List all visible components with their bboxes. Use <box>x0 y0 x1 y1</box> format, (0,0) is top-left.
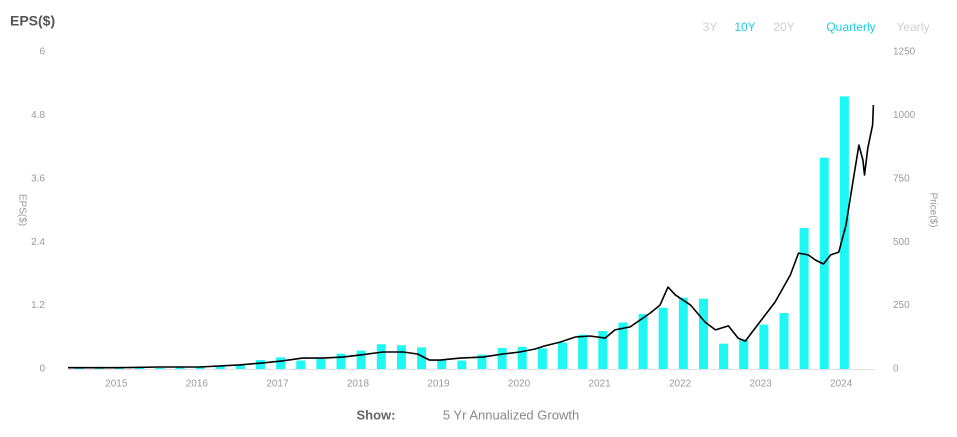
eps-bar <box>618 322 628 369</box>
eps-bar <box>477 354 487 369</box>
eps-bar <box>296 360 306 369</box>
eps-bar <box>135 367 145 369</box>
x-tick-label: 2017 <box>266 379 289 390</box>
y-tick-label: 1.2 <box>31 300 45 311</box>
y-tick-label: 6 <box>39 47 45 58</box>
eps-bar <box>799 227 809 369</box>
y2-tick-label: 500 <box>893 237 910 248</box>
eps-bar <box>598 330 608 369</box>
range-button[interactable]: 20Y <box>773 20 794 34</box>
eps-bar <box>417 347 427 369</box>
x-tick-label: 2023 <box>750 379 773 390</box>
eps-bar <box>497 347 507 369</box>
y2-axis-label: Price($) <box>927 192 938 227</box>
x-tick-label: 2019 <box>427 379 450 390</box>
growth-option[interactable]: 5 Yr Annualized Growth <box>443 407 579 422</box>
x-tick-label: 2018 <box>347 379 370 390</box>
y2-tick-label: 1000 <box>893 110 916 121</box>
eps-bar <box>336 353 346 369</box>
y2-tick-label: 0 <box>893 364 899 375</box>
range-button[interactable]: 10Y <box>734 20 755 34</box>
range-button[interactable]: 3Y <box>703 20 718 34</box>
eps-bar <box>517 346 527 369</box>
eps-bar <box>638 314 648 369</box>
x-tick-label: 2016 <box>186 379 209 390</box>
eps-bar <box>739 339 749 369</box>
x-tick-label: 2020 <box>508 379 531 390</box>
eps-bar <box>537 348 547 369</box>
eps-bar <box>558 342 568 369</box>
eps-bar <box>658 307 668 369</box>
x-tick-label: 2021 <box>588 379 611 390</box>
x-tick-label: 2022 <box>669 379 692 390</box>
eps-bar <box>235 365 245 369</box>
x-tick-label: 2015 <box>105 379 128 390</box>
eps-bar <box>719 343 729 369</box>
y2-tick-label: 750 <box>893 173 910 184</box>
period-button[interactable]: Yearly <box>897 20 930 34</box>
chart-title: EPS($) <box>10 13 55 29</box>
eps-bar <box>195 366 205 369</box>
y2-tick-label: 1250 <box>893 47 916 58</box>
eps-bar <box>356 350 366 369</box>
eps-bar <box>396 345 406 369</box>
eps-bar <box>215 366 225 369</box>
eps-bar <box>155 367 165 369</box>
eps-bar <box>678 297 688 369</box>
eps-bar <box>759 324 769 369</box>
y-tick-label: 3.6 <box>31 173 45 184</box>
x-tick-label: 2024 <box>830 379 853 390</box>
eps-bar <box>316 358 326 369</box>
eps-bar <box>437 360 447 369</box>
period-button[interactable]: Quarterly <box>826 20 875 34</box>
eps-bar <box>578 334 588 369</box>
eps-bar <box>698 298 708 369</box>
price-line <box>68 104 875 369</box>
eps-bar <box>457 360 467 369</box>
show-label: Show: <box>357 407 396 422</box>
eps-bar <box>779 312 789 369</box>
y-tick-label: 0 <box>39 364 45 375</box>
y-axis-label: EPS($) <box>16 194 27 226</box>
y-tick-label: 4.8 <box>31 110 45 121</box>
y-tick-label: 2.4 <box>31 237 45 248</box>
y2-tick-label: 250 <box>893 300 910 311</box>
eps-bar <box>376 344 386 369</box>
eps-bar <box>255 360 265 369</box>
eps-bar <box>276 357 286 369</box>
